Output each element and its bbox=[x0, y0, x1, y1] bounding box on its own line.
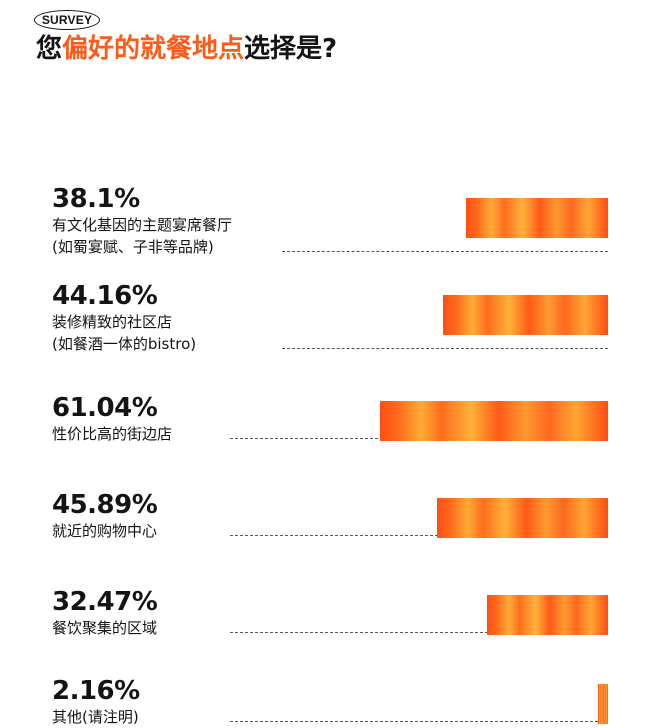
dashed-guide bbox=[230, 535, 608, 536]
category-label: 餐饮聚集的区域 bbox=[52, 619, 158, 637]
bar bbox=[380, 401, 608, 441]
value-label: 44.16% bbox=[52, 281, 158, 311]
dashed-guide bbox=[282, 348, 608, 349]
bar bbox=[443, 295, 608, 335]
bar bbox=[486, 595, 608, 635]
category-label: (如餐酒一体的bistro) bbox=[52, 335, 197, 353]
value-label: 32.47% bbox=[52, 587, 158, 617]
category-label: (如蜀宴赋、子非等品牌) bbox=[52, 238, 214, 256]
bar bbox=[436, 498, 608, 538]
title-prefix: 您 bbox=[36, 34, 63, 64]
category-label: 有文化基因的主题宴席餐厅 bbox=[52, 216, 233, 234]
category-label: 就近的购物中心 bbox=[52, 522, 158, 540]
dashed-guide bbox=[230, 721, 608, 722]
category-label: 其他(请注明) bbox=[52, 708, 139, 726]
value-label: 45.89% bbox=[52, 490, 158, 520]
category-label: 装修精致的社区店 bbox=[52, 313, 173, 331]
value-label: 61.04% bbox=[52, 393, 158, 423]
bar bbox=[465, 198, 608, 238]
title-highlight: 偏好的就餐地点 bbox=[62, 34, 245, 64]
value-label: 38.1% bbox=[52, 184, 140, 214]
title-suffix: 选择是? bbox=[244, 34, 338, 64]
dashed-guide bbox=[282, 251, 608, 252]
bar bbox=[598, 684, 608, 724]
dashed-guide bbox=[230, 632, 608, 633]
survey-badge: SURVEY bbox=[34, 10, 100, 30]
value-label: 2.16% bbox=[52, 676, 140, 706]
category-label: 性价比高的街边店 bbox=[52, 425, 173, 443]
page-title: 您偏好的就餐地点选择是? bbox=[36, 32, 337, 66]
